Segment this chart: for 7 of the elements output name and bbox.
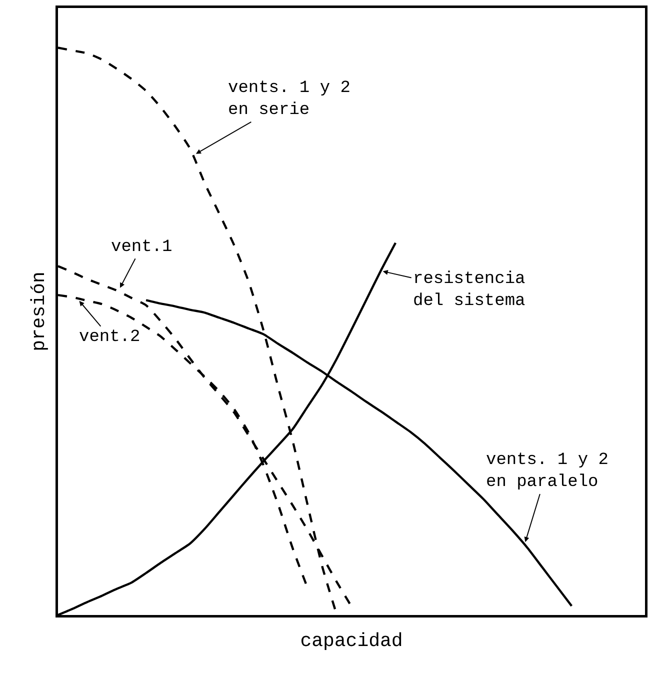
annotation: vents. 1 y 2 en paralelo xyxy=(486,451,608,492)
annotation: vent.2 xyxy=(79,328,140,347)
annotation: vent.1 xyxy=(111,238,172,257)
x-axis-title: capacidad xyxy=(300,630,403,652)
annotation: vents. 1 y 2 en serie xyxy=(228,79,350,120)
annotation: resistencia del sistema xyxy=(413,270,526,312)
y-axis-title: presión xyxy=(28,272,50,352)
